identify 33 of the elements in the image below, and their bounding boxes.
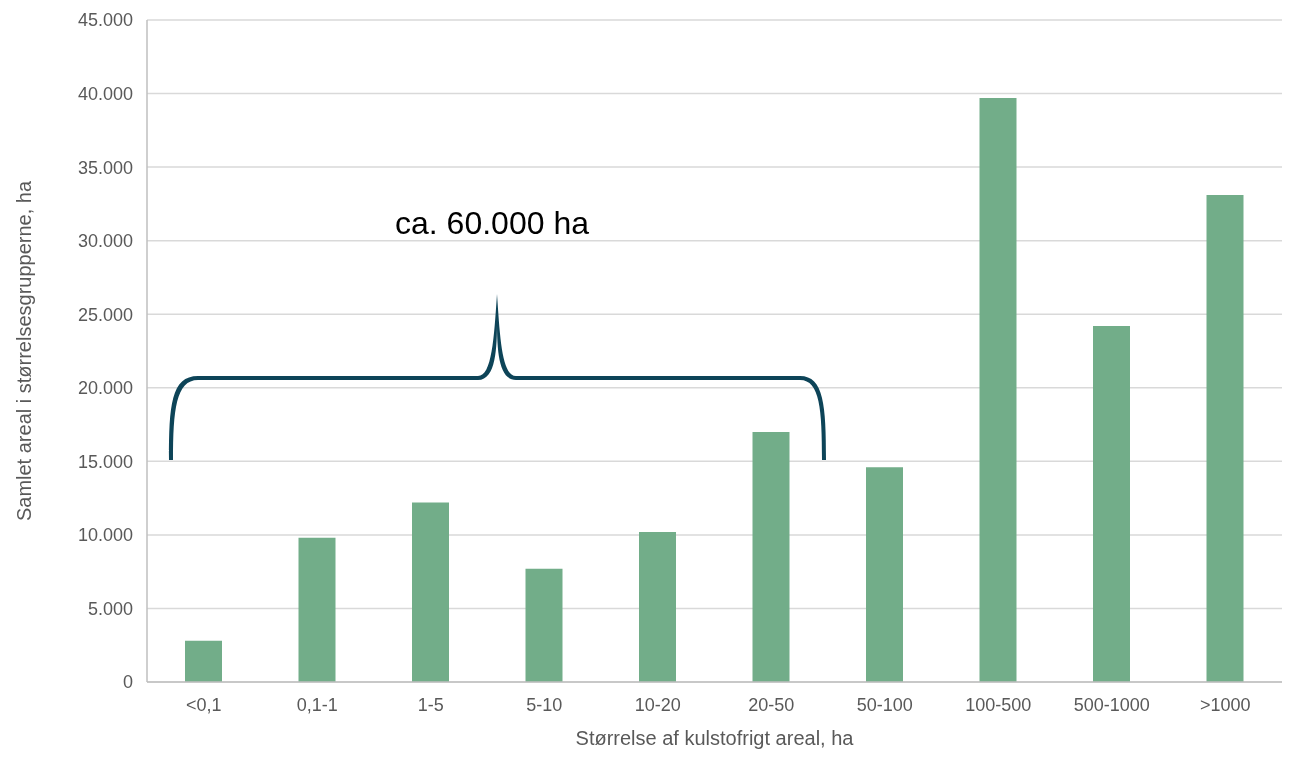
y-tick-label: 20.000 [77,378,133,399]
bar [1206,195,1244,682]
bar [752,431,790,682]
x-tick-label: 500-1000 [1073,694,1150,715]
bar [639,531,676,682]
x-axis-title: Størrelse af kulstofrigt areal, ha [575,727,855,749]
bar [866,467,903,682]
x-tick-label: >1000 [1199,694,1251,715]
y-tick-label: 45.000 [77,10,133,31]
bar [979,97,1017,682]
y-tick-label: 5.000 [87,598,133,619]
bar [1093,325,1130,682]
x-tick-label: <0,1 [185,694,222,715]
x-tick-label: 100-500 [965,694,1032,715]
bar [298,537,336,682]
x-tick-label: 5-10 [526,694,563,715]
y-tick-label: 35.000 [77,157,133,178]
y-tick-label: 40.000 [77,83,133,104]
x-tick-label: 1-5 [417,694,444,715]
bar [185,640,222,682]
y-tick-label: 10.000 [77,525,133,546]
bar [525,568,563,682]
x-tick-label: 0,1-1 [296,694,338,715]
y-tick-label: 25.000 [77,304,133,325]
y-tick-label: 30.000 [77,231,133,252]
x-tick-label: 10-20 [634,694,681,715]
y-tick-label: 15.000 [77,451,133,472]
x-tick-label: 50-100 [856,694,913,715]
annotation: ca. 60.000 ha [395,205,590,241]
y-axis-title: Samlet areal i størrelsesgrupperne, ha [13,180,36,522]
y-tick-label: 0 [122,672,133,693]
x-tick-label: 20-50 [748,694,795,715]
bar [412,502,449,682]
